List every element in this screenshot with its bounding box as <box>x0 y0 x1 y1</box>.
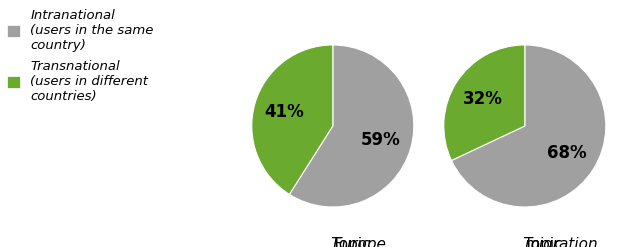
Wedge shape <box>451 45 606 207</box>
Text: 59%: 59% <box>361 131 401 149</box>
Wedge shape <box>289 45 414 207</box>
Wedge shape <box>252 45 333 194</box>
Text: Europe: Europe <box>333 237 387 247</box>
Text: Topic: Topic <box>524 237 567 247</box>
Text: 41%: 41% <box>265 103 305 121</box>
Text: migration: migration <box>525 237 598 247</box>
Legend: Intranational
(users in the same
country), Transnational
(users in different
cou: Intranational (users in the same country… <box>6 9 154 103</box>
Text: 68%: 68% <box>547 144 587 162</box>
Text: Topic: Topic <box>332 237 375 247</box>
Text: 32%: 32% <box>463 90 502 108</box>
Wedge shape <box>444 45 525 161</box>
